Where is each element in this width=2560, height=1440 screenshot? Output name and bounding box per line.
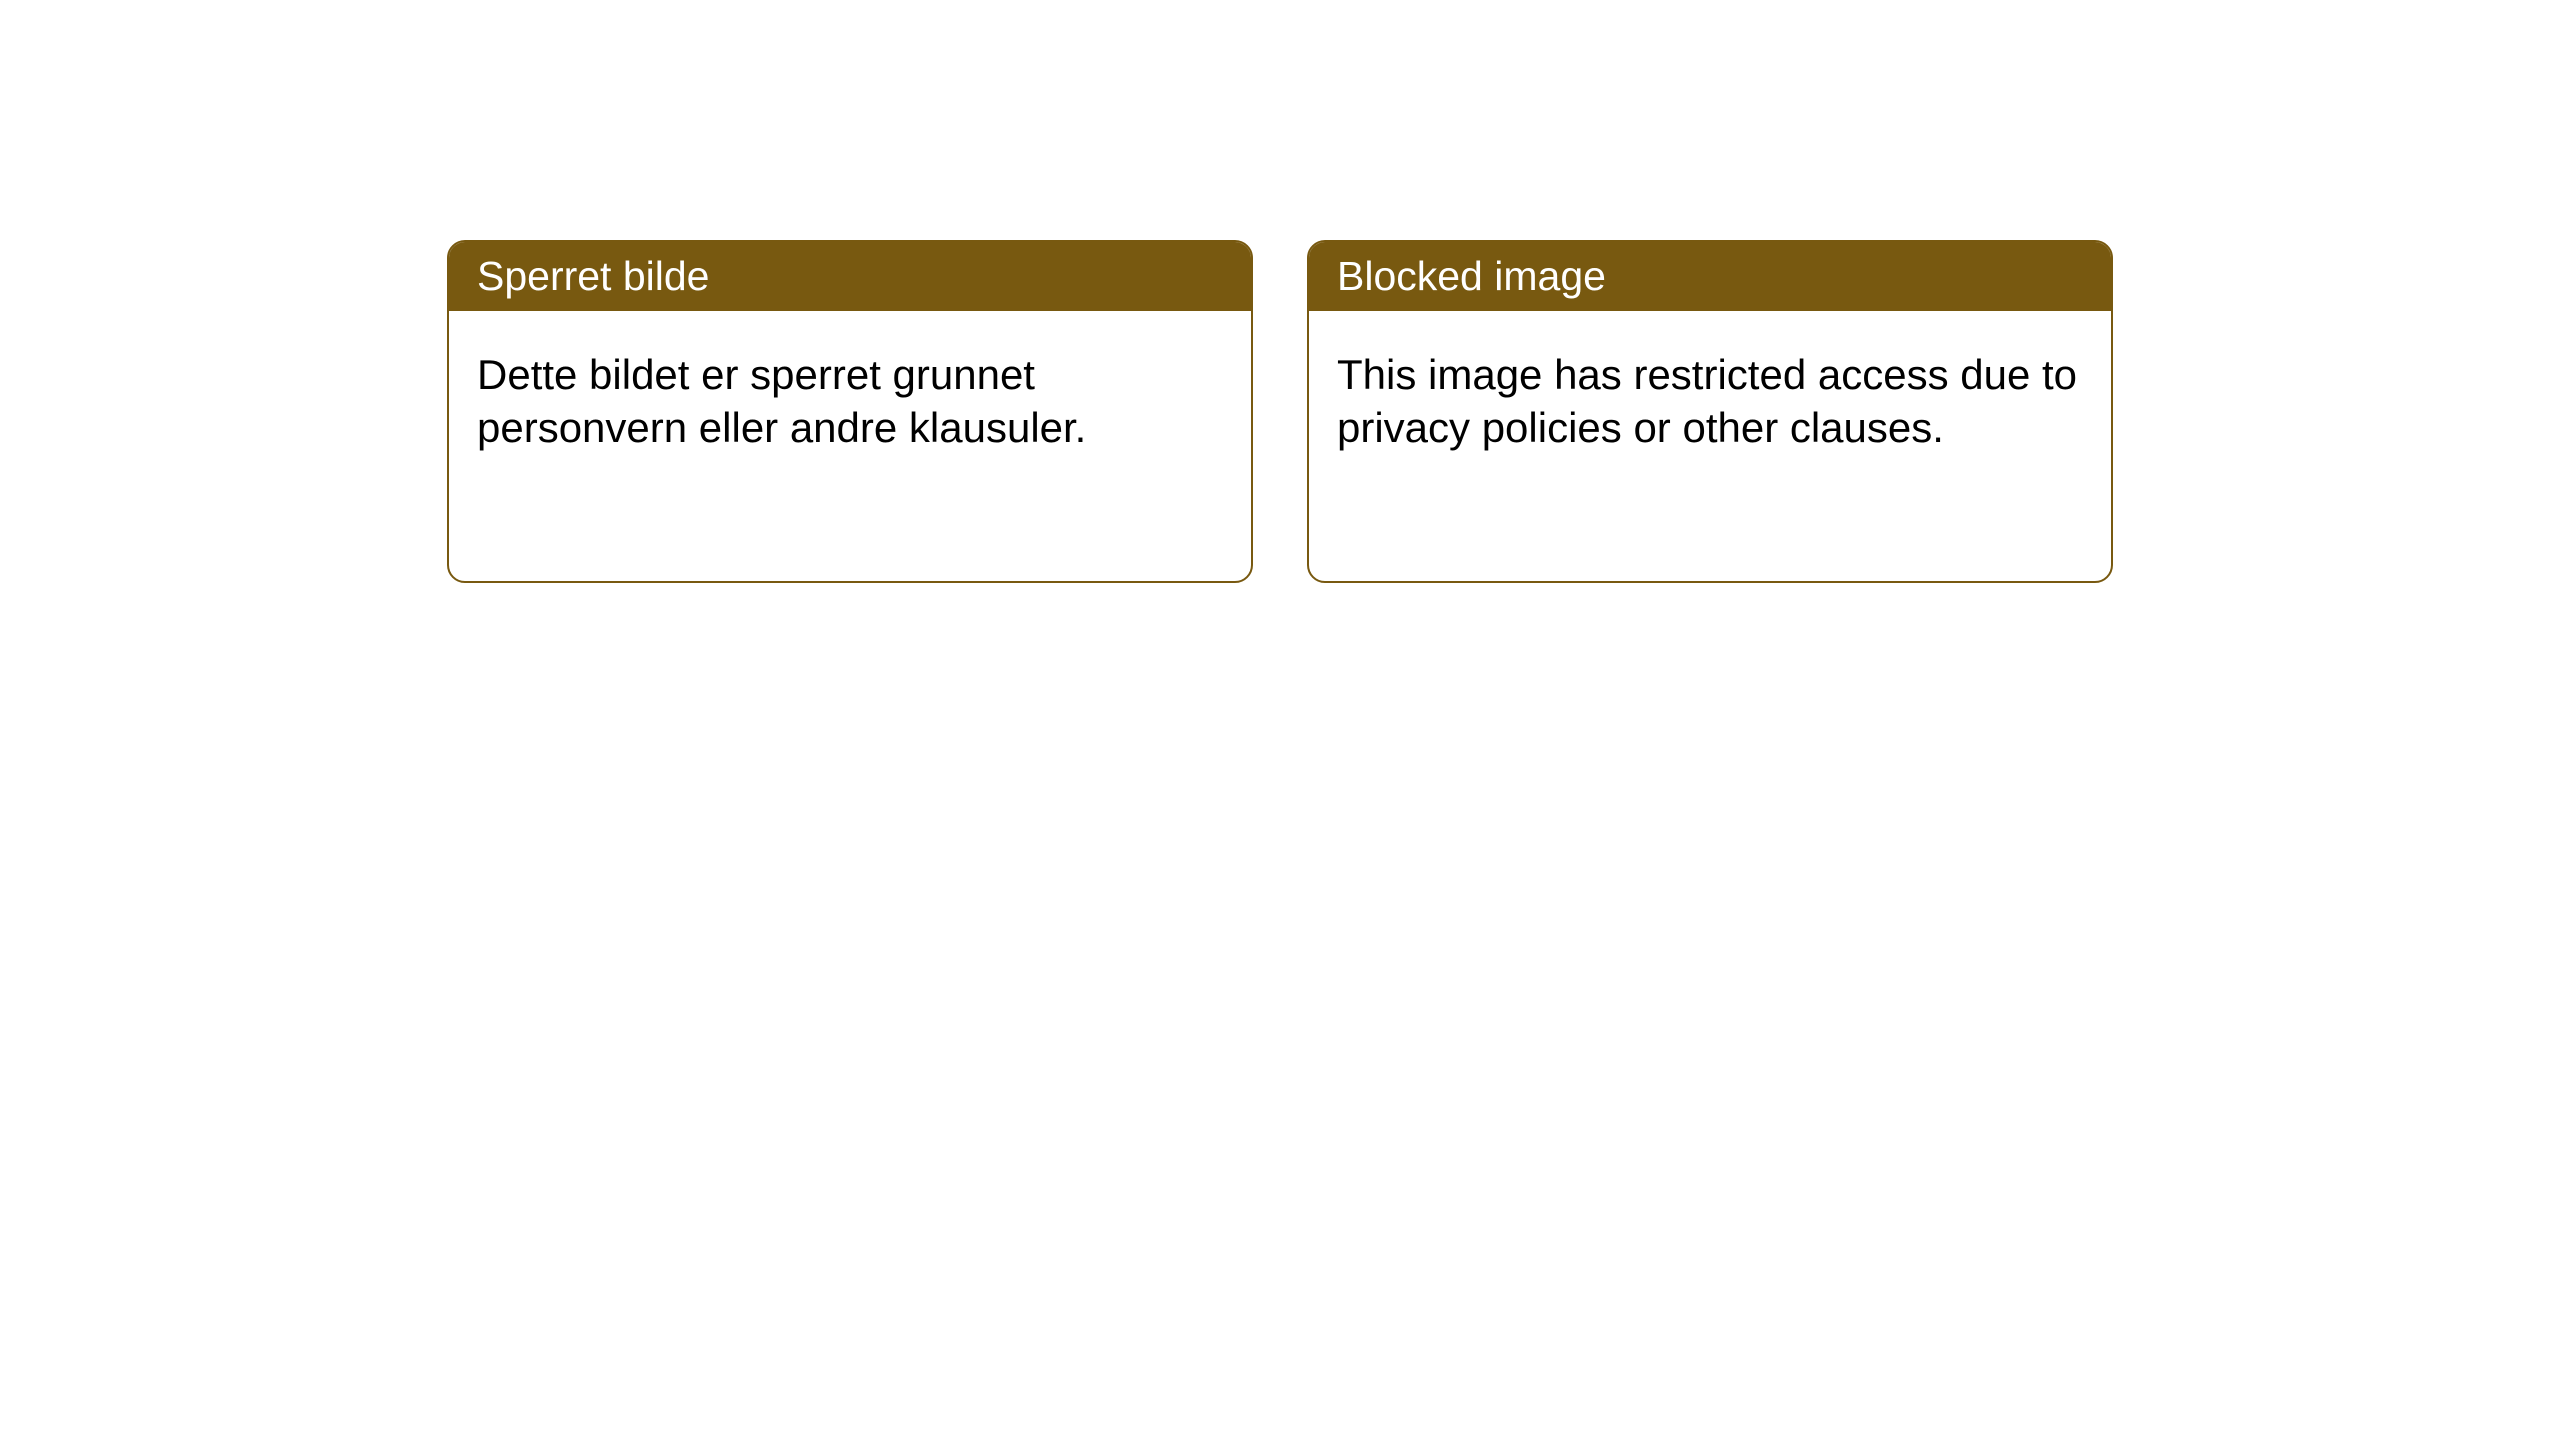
blocked-image-card-en: Blocked image This image has restricted … <box>1307 240 2113 583</box>
card-header-en: Blocked image <box>1309 242 2111 311</box>
card-message-no: Dette bildet er sperret grunnet personve… <box>477 351 1086 451</box>
blocked-image-card-no: Sperret bilde Dette bildet er sperret gr… <box>447 240 1253 583</box>
card-message-en: This image has restricted access due to … <box>1337 351 2077 451</box>
card-body-en: This image has restricted access due to … <box>1309 311 2111 492</box>
card-header-no: Sperret bilde <box>449 242 1251 311</box>
card-title-en: Blocked image <box>1337 253 1606 299</box>
card-body-no: Dette bildet er sperret grunnet personve… <box>449 311 1251 492</box>
cards-container: Sperret bilde Dette bildet er sperret gr… <box>447 240 2113 583</box>
card-title-no: Sperret bilde <box>477 253 709 299</box>
